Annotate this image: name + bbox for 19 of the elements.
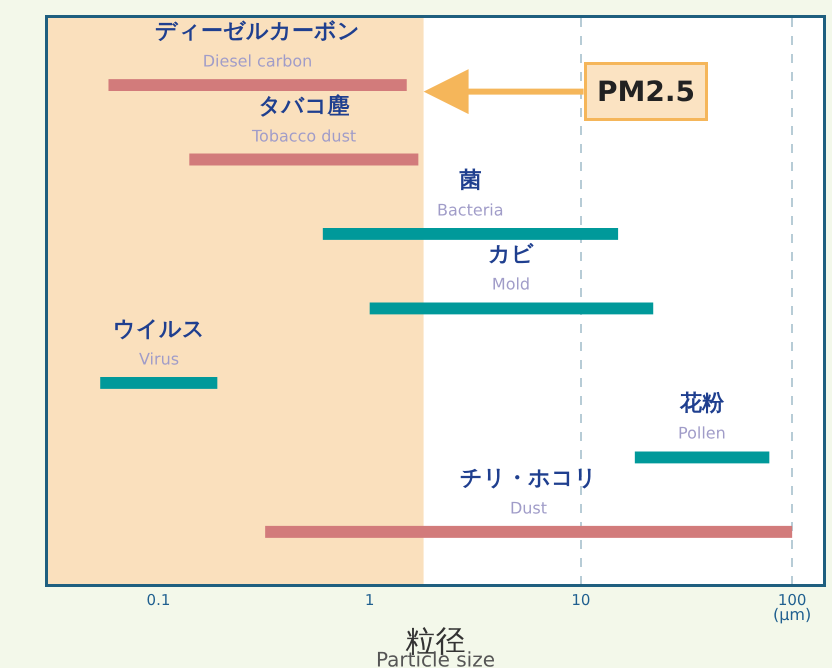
y-tick-label: チリ・ホコリ Dust (460, 466, 597, 518)
bar (265, 526, 792, 538)
y-tick-label: ウイルス Virus (113, 317, 205, 369)
bar (100, 376, 218, 389)
bar (189, 154, 418, 166)
y-tick-label: タバコ塵 Tobacco dust (251, 93, 356, 146)
x-tick-label: 10 (571, 591, 590, 609)
bar (634, 451, 770, 464)
y-tick-label: カビ Mold (488, 242, 534, 294)
x-tick-label: 0.1 (146, 591, 170, 609)
y-tick-label: 菌 Bacteria (437, 168, 504, 220)
y-tick-label: 花粉 Pollen (678, 391, 726, 443)
bar (370, 302, 654, 314)
band-label: PM2.5 (597, 75, 695, 108)
x-tick-label: 1 (364, 591, 374, 609)
y-tick-label: ディーゼルカーボン Diesel carbon (155, 19, 360, 71)
x-axis-title: 粒径 Particle size (376, 624, 496, 668)
bar (108, 79, 407, 91)
bar (322, 228, 618, 240)
